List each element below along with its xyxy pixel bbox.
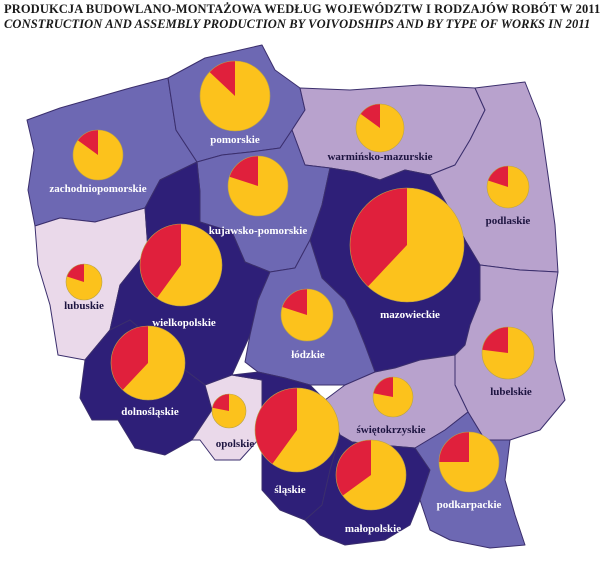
pie-podkarpackie xyxy=(438,431,500,493)
pie-pomorskie xyxy=(199,60,271,132)
pie-slice-red xyxy=(209,61,235,96)
pie-kujawsko-pomorskie xyxy=(227,155,289,217)
pie-podlaskie xyxy=(486,165,530,209)
pie-slice-red xyxy=(360,104,380,128)
pie-slice-red xyxy=(254,388,297,464)
pie-outline xyxy=(211,393,247,429)
pie-outline xyxy=(65,263,103,301)
region-label-dolnoslaskie: dolnośląskie xyxy=(121,406,179,418)
pie-slice-red xyxy=(335,440,371,496)
pie-slice-red xyxy=(66,264,84,282)
pie-outline xyxy=(486,165,530,209)
title-english: CONSTRUCTION AND ASSEMBLY PRODUCTION BY … xyxy=(4,17,591,31)
pie-outline xyxy=(355,103,405,153)
region-label-podlaskie: podlaskie xyxy=(486,215,531,227)
region-label-opolskie: opolskie xyxy=(216,438,255,450)
pie-dolnoslaskie xyxy=(110,325,186,401)
region-label-lubelskie: lubelskie xyxy=(490,386,532,398)
region-label-kujawsko-pomorskie: kujawsko-pomorskie xyxy=(209,225,308,237)
region-label-malopolskie: małopolskie xyxy=(345,523,401,535)
pie-outline xyxy=(254,387,340,473)
region-label-mazowieckie: mazowieckie xyxy=(380,309,440,321)
region-label-zachodniopomorskie: zachodniopomorskie xyxy=(49,183,146,195)
pie-slice-red xyxy=(111,326,148,390)
region-label-swietokrzyskie: świętokrzyskie xyxy=(356,424,425,436)
region-label-lubuskie: lubuskie xyxy=(64,300,104,312)
pie-wielkopolskie xyxy=(139,223,223,307)
pie-lodzkie xyxy=(280,288,334,342)
region-label-slaskie: śląskie xyxy=(274,484,305,496)
region-label-lodzkie: łódzkie xyxy=(291,349,325,361)
region-label-warminsko-mazurskie: warmińsko-mazurskie xyxy=(327,151,432,163)
pie-outline xyxy=(349,187,465,303)
pie-slice-red xyxy=(229,156,258,186)
labels-layer: zachodniopomorskie pomorskie warmińsko-maz… xyxy=(49,134,531,535)
pie-outline xyxy=(280,288,334,342)
pie-outline xyxy=(110,325,186,401)
pie-slice-red xyxy=(439,432,469,462)
pie-slice-red xyxy=(482,327,508,353)
pie-slice-red xyxy=(282,289,307,315)
pie-slaskie xyxy=(254,387,340,473)
region-label-wielkopolskie: wielkopolskie xyxy=(152,317,216,329)
pie-outline xyxy=(227,155,289,217)
pie-zachodniopomorskie xyxy=(72,129,124,181)
pie-outline xyxy=(72,129,124,181)
title-polish: PRODUKCJA BUDOWLANO-MONTAŻOWA WEDŁUG WOJ… xyxy=(4,2,600,16)
pie-malopolskie xyxy=(335,439,407,511)
region-label-pomorskie: pomorskie xyxy=(210,134,260,146)
region-label-podkarpackie: podkarpackie xyxy=(437,499,502,511)
pie-slice-red xyxy=(212,394,229,411)
pie-outline xyxy=(438,431,500,493)
pie-mazowieckie xyxy=(349,187,465,303)
pie-lubuskie xyxy=(65,263,103,301)
pie-slice-red xyxy=(77,130,98,155)
pie-slice-red xyxy=(488,166,508,187)
pie-outline xyxy=(481,326,535,380)
pie-outline xyxy=(199,60,271,132)
pie-warminsko-mazurskie xyxy=(355,103,405,153)
title-block: PRODUKCJA BUDOWLANO-MONTAŻOWA WEDŁUG WOJ… xyxy=(4,2,600,32)
pie-slice-red xyxy=(139,224,181,299)
pie-outline xyxy=(372,376,414,418)
pies-layer xyxy=(65,60,535,511)
pie-slice-red xyxy=(373,377,393,397)
pie-slice-red xyxy=(350,188,407,287)
pie-lubelskie xyxy=(481,326,535,380)
pie-opolskie xyxy=(211,393,247,429)
pie-outline xyxy=(335,439,407,511)
pie-outline xyxy=(139,223,223,307)
pie-swietokrzyskie xyxy=(372,376,414,418)
